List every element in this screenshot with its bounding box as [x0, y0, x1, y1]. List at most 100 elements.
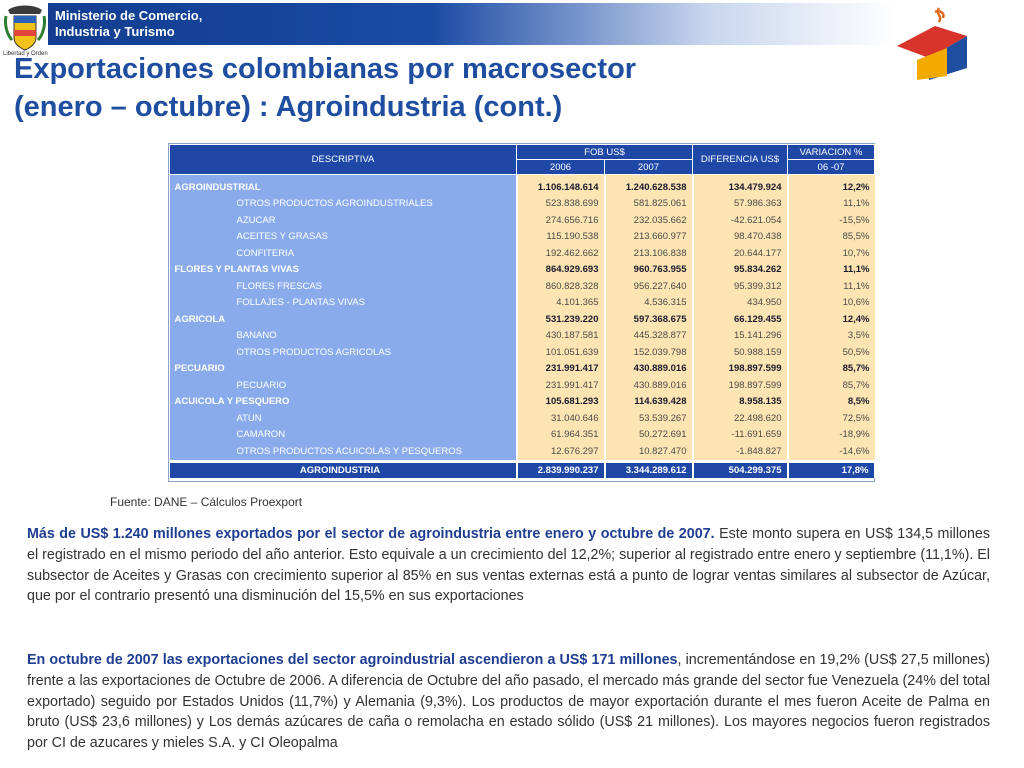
exports-table: DESCRIPTIVA FOB US$ DIFERENCIA US$ VARIA… — [169, 144, 876, 478]
cell-fob-2006: 115.190.538 — [516, 228, 606, 245]
table-row: AGRICOLA 531.239.220 597.368.675 66.129.455… — [169, 311, 875, 328]
cell-fob-2006: 4.101.365 — [516, 294, 606, 311]
page-title: Exportaciones colombianas por macrosecto… — [14, 50, 914, 126]
cell-diferencia: 134.479.924 — [692, 174, 789, 196]
cell-fob-2007: 213.660.977 — [604, 228, 694, 245]
table-row: PECUARIO 231.991.417 430.889.016 198.897.59… — [169, 360, 875, 377]
cell-variacion: 8,5% — [787, 393, 875, 410]
cell-fob-2006: 192.462.662 — [516, 245, 606, 262]
header-blue-band — [48, 3, 896, 45]
cell-fob-2006: 12.676.297 — [516, 443, 606, 461]
cell-diferencia: 434.950 — [692, 294, 789, 311]
cell-diferencia: 20.644.177 — [692, 245, 789, 262]
cell-fob-2006: 101.051.639 — [516, 344, 606, 361]
cell-variacion: 12,2% — [787, 174, 875, 196]
page-title-line1: Exportaciones colombianas por macrosecto… — [14, 53, 637, 85]
total-fob-2007: 3.344.289.612 — [604, 459, 694, 478]
row-label: AGROINDUSTRIAL — [169, 174, 518, 196]
total-fob-2006: 2.839.990.237 — [516, 459, 606, 478]
brand-logo-icon — [897, 7, 967, 80]
cell-fob-2007: 581.825.061 — [604, 195, 694, 212]
table-row: OTROS PRODUCTOS AGRICOLAS 101.051.639 152.… — [169, 344, 875, 361]
summary-paragraph-2-lead: En octubre de 2007 las exportaciones del… — [27, 652, 678, 668]
table-row: ACEITES Y GRASAS 115.190.538 213.660.977 98… — [169, 228, 875, 245]
cell-fob-2006: 430.187.581 — [516, 327, 606, 344]
summary-paragraph-2: En octubre de 2007 las exportaciones del… — [27, 650, 990, 754]
col-header-fob: FOB US$ — [516, 144, 693, 160]
cell-diferencia: 198.897.599 — [692, 377, 789, 394]
cell-diferencia: 98.470.438 — [692, 228, 789, 245]
cell-variacion: 85,7% — [787, 360, 875, 377]
cell-variacion: 12,4% — [787, 311, 875, 328]
cell-diferencia: -42.621.054 — [692, 212, 789, 229]
cell-variacion: -18,9% — [787, 426, 875, 443]
cell-variacion: 11,1% — [787, 261, 875, 278]
crest-caption: Libertad y Orden — [3, 51, 48, 57]
cell-fob-2007: 152.039.798 — [604, 344, 694, 361]
cell-fob-2007: 10.827.470 — [604, 443, 694, 461]
cell-fob-2007: 50.272.691 — [604, 426, 694, 443]
table-row: FOLLAJES - PLANTAS VIVAS 4.101.365 4.536.3… — [169, 294, 875, 311]
ministry-name: Ministerio de Comercio, Industria y Turi… — [55, 8, 202, 40]
row-label: AZUCAR — [169, 212, 518, 229]
cell-fob-2007: 956.227.640 — [604, 278, 694, 295]
cell-variacion: -14,6% — [787, 443, 875, 461]
ministry-name-line2: Industria y Turismo — [55, 24, 175, 39]
cell-fob-2006: 864.929.693 — [516, 261, 606, 278]
col-header-descriptiva: DESCRIPTIVA — [169, 144, 517, 175]
table-total-row: AGROINDUSTRIA 2.839.990.237 3.344.289.612 5… — [169, 459, 876, 478]
col-header-2007: 2007 — [604, 159, 693, 175]
table-row: FLORES Y PLANTAS VIVAS 864.929.693 960.763… — [169, 261, 875, 278]
cell-diferencia: -11.691.659 — [692, 426, 789, 443]
summary-paragraph-1-body: Este monto supera en US$ 134,5 millones … — [27, 526, 990, 605]
page-title-line2: (enero – octubre) : Agroindustria (cont.… — [14, 91, 563, 123]
exports-table-container: DESCRIPTIVA FOB US$ DIFERENCIA US$ VARIA… — [168, 143, 876, 482]
cell-fob-2006: 274.656.716 — [516, 212, 606, 229]
cell-variacion: 11,1% — [787, 278, 875, 295]
summary-paragraph-2-body: , incrementándose en 19,2% (US$ 27,5 mil… — [27, 652, 990, 752]
cell-fob-2007: 4.536.315 — [604, 294, 694, 311]
row-label: ACEITES Y GRASAS — [169, 228, 518, 245]
source-note: Fuente: DANE – Cálculos Proexport — [110, 495, 303, 509]
row-label: CONFITERIA — [169, 245, 518, 262]
cell-diferencia: 66.129.455 — [692, 311, 789, 328]
row-label: FLORES FRESCAS — [169, 278, 518, 295]
total-label: AGROINDUSTRIA — [169, 459, 518, 478]
cell-diferencia: 198.897.599 — [692, 360, 789, 377]
cell-fob-2006: 61.964.351 — [516, 426, 606, 443]
cell-variacion: 10,7% — [787, 245, 875, 262]
cell-diferencia: 15.141.296 — [692, 327, 789, 344]
cell-fob-2006: 31.040.646 — [516, 410, 606, 427]
row-label: OTROS PRODUCTOS AGROINDUSTRIALES — [169, 195, 518, 212]
cell-fob-2006: 105.681.293 — [516, 393, 606, 410]
row-label: OTROS PRODUCTOS AGRICOLAS — [169, 344, 518, 361]
cell-variacion: 10,6% — [787, 294, 875, 311]
row-label: ATUN — [169, 410, 518, 427]
cell-fob-2006: 231.991.417 — [516, 360, 606, 377]
ministry-name-line1: Ministerio de Comercio, — [55, 8, 203, 23]
table-row: CONFITERIA 192.462.662 213.106.838 20.644.1… — [169, 245, 875, 262]
cell-variacion: 85,5% — [787, 228, 875, 245]
cell-diferencia: 22.498.620 — [692, 410, 789, 427]
cell-fob-2007: 1.240.628.538 — [604, 174, 694, 196]
table-row: PECUARIO 231.991.417 430.889.016 198.897.59… — [169, 377, 875, 394]
col-header-variacion-period: 06 -07 — [787, 159, 875, 175]
cell-diferencia: 8.958.135 — [692, 393, 789, 410]
cell-diferencia: 57.986.363 — [692, 195, 789, 212]
total-diferencia: 504.299.375 — [692, 459, 789, 478]
cell-variacion: 85,7% — [787, 377, 875, 394]
cell-fob-2007: 114.639.428 — [604, 393, 694, 410]
cell-fob-2006: 1.106.148.614 — [516, 174, 606, 196]
cell-fob-2007: 53.539.267 — [604, 410, 694, 427]
row-label: OTROS PRODUCTOS ACUICOLAS Y PESQUEROS — [169, 443, 518, 461]
table-row: OTROS PRODUCTOS ACUICOLAS Y PESQUEROS 12.… — [169, 443, 875, 461]
row-label: FOLLAJES - PLANTAS VIVAS — [169, 294, 518, 311]
table-row: AGROINDUSTRIAL 1.106.148.614 1.240.628.538… — [169, 174, 875, 196]
summary-paragraph-1: Más de US$ 1.240 millones exportados por… — [27, 524, 990, 607]
cell-variacion: -15,5% — [787, 212, 875, 229]
coat-of-arms-icon — [4, 5, 46, 51]
table-row: FLORES FRESCAS 860.828.328 956.227.640 95.3… — [169, 278, 875, 295]
row-label: CAMARON — [169, 426, 518, 443]
col-header-diferencia: DIFERENCIA US$ — [692, 144, 788, 175]
table-row: ATUN 31.040.646 53.539.267 22.498.620 72,5% — [169, 410, 875, 427]
